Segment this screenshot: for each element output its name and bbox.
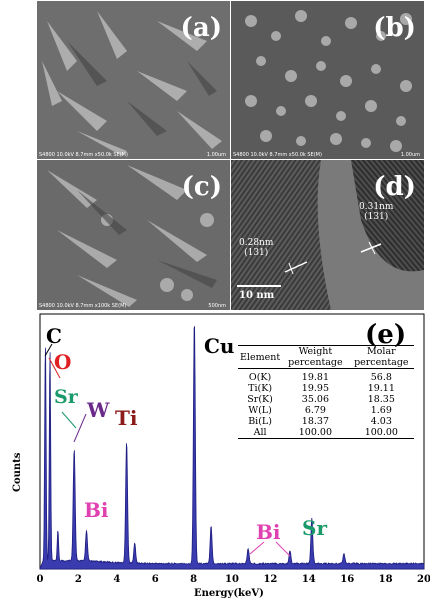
table-row: All 100.00 100.00	[238, 427, 414, 439]
table-header-element: Element	[238, 345, 283, 369]
scale-label-c: 500nm	[208, 303, 226, 309]
table-cell: Bi(L)	[248, 416, 272, 427]
x-tick-label: 20	[417, 574, 430, 585]
annotation-c: C	[46, 324, 62, 348]
spectrum-line	[39, 326, 425, 570]
table-row: Bi(L) 18.37 4.03	[238, 416, 414, 427]
table-header-molar: Molar percentage	[348, 345, 414, 369]
x-tick-label: 4	[113, 574, 120, 585]
scale-label-d: 10 nm	[239, 290, 275, 301]
sem-caption-c: S4800 10.0kV 8.7mm x100k SE(M)	[39, 303, 127, 309]
sem-image-a	[37, 1, 230, 159]
lattice-right-plane: (131)	[364, 212, 389, 222]
table-row: Sr(K) 35.06 18.35	[238, 394, 414, 405]
annotation-o: O	[54, 350, 72, 374]
panel-label-b: (b)	[373, 13, 416, 43]
sem-image-b	[231, 1, 424, 159]
lattice-spacing-right: 0.31nm (131)	[359, 202, 393, 222]
table-row: Ti(K) 19.95 19.11	[238, 383, 414, 394]
table-cell: 19.11	[367, 383, 395, 394]
table-row: O(K) 19.81 56.8	[238, 369, 414, 383]
table-cell: 100.00	[282, 427, 349, 439]
x-tick-label: 18	[379, 574, 393, 585]
sem-panel-c: (c) S4800 10.0kV 8.7mm x100k SE(M) 500nm	[37, 160, 230, 310]
lattice-right-value: 0.31nm	[359, 202, 394, 212]
x-axis-label: Energy(keV)	[194, 588, 264, 599]
sem-panel-b: (b) S4800 10.0kV 8.7mm x50.0k SE(M) 1.00…	[231, 1, 424, 159]
lattice-left-plane: (131)	[244, 248, 269, 258]
annotation-bi-left: Bi	[84, 498, 109, 522]
annotation-arrows	[44, 343, 291, 557]
table-cell: 6.79	[304, 405, 326, 416]
tem-panel-d: (d) 0.28nm (131) 0.31nm (131) 10 nm	[231, 160, 424, 310]
x-tick-label: 6	[152, 574, 159, 585]
table-header-weight: Weight percentage	[282, 345, 349, 369]
tem-image-d	[231, 160, 424, 310]
table-cell: O(K)	[248, 372, 272, 383]
scale-label-a: 1.00um	[206, 152, 226, 158]
table-cell: W(L)	[248, 405, 272, 416]
table-cell: 4.03	[370, 416, 392, 427]
annotation-sr-left: Sr	[54, 386, 78, 408]
sem-caption-b: S4800 10.0kV 8.7mm x50.0k SE(M)	[233, 152, 322, 158]
table-cell: 100.00	[348, 427, 414, 439]
x-tick-label: 14	[302, 574, 316, 585]
x-tick-label: 16	[340, 574, 354, 585]
lattice-spacing-left: 0.28nm (131)	[239, 238, 273, 258]
table-cell: 35.06	[301, 394, 329, 405]
table-cell: 19.95	[301, 383, 329, 394]
annotation-sr-right: Sr	[302, 516, 327, 540]
y-axis-label: Counts	[12, 452, 23, 492]
table-cell: Ti(K)	[248, 383, 273, 394]
x-tick-label: 0	[37, 574, 44, 585]
table-cell: Sr(K)	[247, 394, 273, 405]
sem-caption-a: S4800 10.0kV 8.7mm x50.0k SE(M)	[39, 152, 128, 158]
panel-label-d: (d)	[373, 172, 416, 202]
table-cell: 56.8	[370, 372, 392, 383]
sem-panel-a: (a) S4800 10.0kV 8.7mm x50.0k SE(M) 1.00…	[37, 1, 230, 159]
panel-label-c: (c)	[181, 172, 222, 202]
annotation-ti: Ti	[115, 406, 138, 430]
table-cell: 19.81	[301, 372, 329, 383]
x-tick-label: 10	[225, 574, 239, 585]
annotation-bi-right: Bi	[256, 520, 281, 544]
table-row: W(L) 6.79 1.69	[238, 405, 414, 416]
eds-spectrum-svg: 0 2 4 6 8 10 12 14 16 18 20	[37, 313, 430, 585]
table-cell: 18.37	[301, 416, 329, 427]
scale-label-b: 1.00um	[400, 152, 420, 158]
lattice-left-value: 0.28nm	[239, 238, 274, 248]
annotation-cu: Cu	[204, 334, 235, 358]
composition-table: Element Weight percentage Molar percenta…	[238, 345, 414, 439]
table-cell: 1.69	[370, 405, 392, 416]
x-tick-label: 2	[75, 574, 82, 585]
annotation-w: W	[87, 398, 110, 422]
x-tick-label: 12	[263, 574, 277, 585]
panel-label-a: (a)	[180, 13, 222, 43]
table-cell: 18.35	[367, 394, 395, 405]
sem-image-c	[37, 160, 230, 310]
x-tick-label: 8	[190, 574, 197, 585]
table-cell: All	[238, 427, 283, 439]
